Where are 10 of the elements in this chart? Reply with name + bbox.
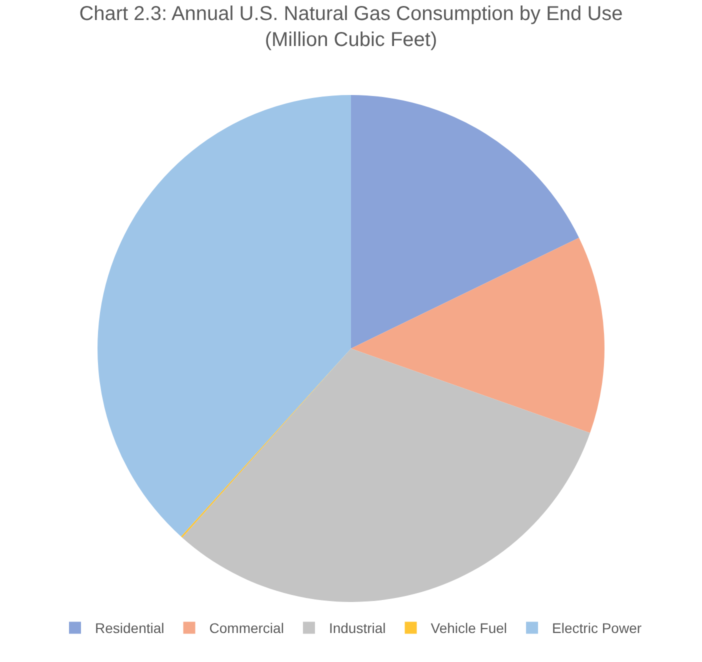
chart-title: Chart 2.3: Annual U.S. Natural Gas Consumption by End Use (Million Cubic Feet) [79,2,623,51]
pie-slice [351,238,604,433]
pie-slice [351,95,579,348]
legend-label: Industrial [328,620,386,636]
legend-label: Electric Power [552,620,642,636]
pie-slice [98,95,351,537]
legend-label: Vehicle Fuel [430,620,508,636]
pie-slice [182,348,590,602]
legend-label: Commercial [209,620,284,636]
legend-label: Residential [95,620,164,636]
